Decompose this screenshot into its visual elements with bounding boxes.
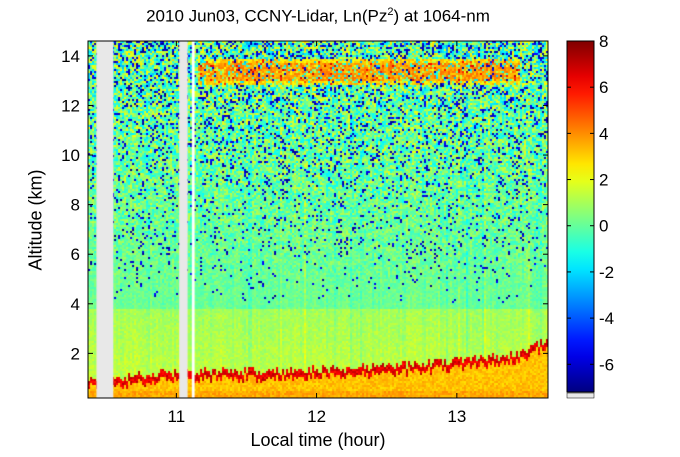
colorbar-tick-label: 6	[599, 78, 608, 97]
y-tick-label: 14	[61, 47, 80, 66]
colorbar-tick-label: -2	[599, 263, 614, 282]
y-tick-label: 4	[71, 295, 80, 314]
y-tick-label: 8	[71, 196, 80, 215]
x-tick-label: 12	[307, 407, 326, 426]
y-axis-label: Altitude (km)	[25, 169, 46, 271]
x-axis-label: Local time (hour)	[250, 430, 386, 450]
heatmap-raster	[88, 41, 548, 398]
y-tick-label: 2	[71, 344, 80, 363]
y-tick-label: 12	[61, 96, 80, 115]
colorbar-tick-label: -6	[599, 355, 614, 374]
x-tick-label: 13	[447, 407, 466, 426]
colorbar	[566, 40, 595, 393]
y-tick-label: 10	[61, 146, 80, 165]
chart-title: 2010 Jun03, CCNY-Lidar, Ln(Pz2) at 1064-…	[146, 6, 490, 26]
x-tick-label: 11	[168, 407, 186, 426]
colorbar-tick-label: 8	[599, 32, 608, 51]
colorbar-nodata-swatch	[566, 392, 595, 399]
colorbar-tick-label: 4	[599, 124, 608, 143]
colorbar-tick-label: 2	[599, 171, 608, 190]
colorbar-tick-label: 0	[599, 217, 608, 236]
y-tick-label: 6	[71, 245, 80, 264]
colorbar-tick-label: -4	[599, 309, 614, 328]
plot-frame	[87, 40, 549, 399]
